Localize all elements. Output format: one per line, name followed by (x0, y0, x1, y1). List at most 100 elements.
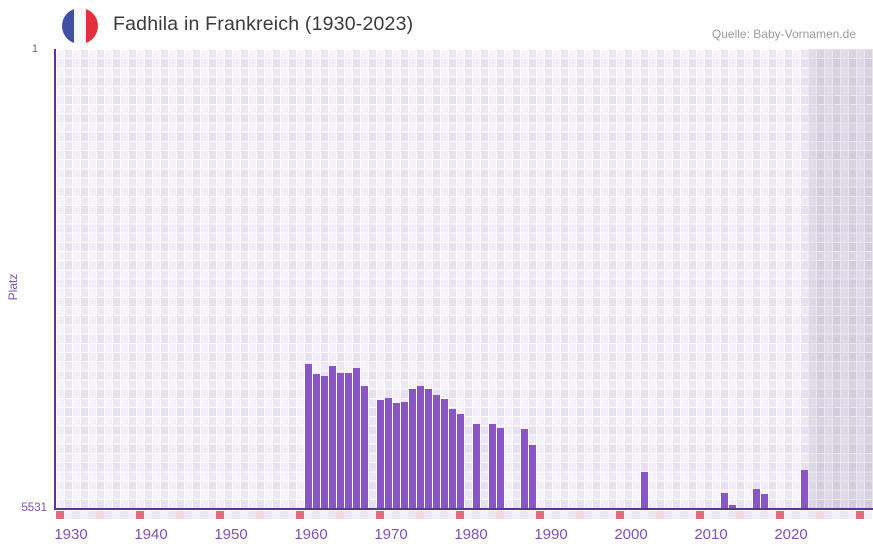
chart-bar[interactable] (761, 493, 768, 508)
chart-bar[interactable] (721, 492, 728, 508)
year-tick (192, 511, 200, 519)
year-tick (456, 511, 464, 519)
year-tick (616, 511, 624, 519)
chart-bar[interactable] (401, 401, 408, 508)
chart-bar[interactable] (329, 365, 336, 508)
year-tick (464, 511, 472, 519)
chart-bar[interactable] (529, 444, 536, 508)
year-tick (520, 511, 528, 519)
year-tick (736, 511, 744, 519)
year-tick (648, 511, 656, 519)
chart-bar[interactable] (417, 385, 424, 508)
chart-bar[interactable] (729, 505, 736, 508)
chart-bar[interactable] (337, 372, 344, 508)
year-tick (824, 511, 832, 519)
year-tick (96, 511, 104, 519)
year-tick (168, 511, 176, 519)
year-tick (176, 511, 184, 519)
chart-bar[interactable] (353, 368, 360, 508)
year-tick (664, 511, 672, 519)
x-axis-tick-row (56, 511, 873, 519)
year-tick (104, 511, 112, 519)
year-tick (160, 511, 168, 519)
year-tick (88, 511, 96, 519)
chart-bar[interactable] (305, 364, 312, 508)
chart-bar[interactable] (441, 399, 448, 508)
year-tick (328, 511, 336, 519)
year-tick (264, 511, 272, 519)
year-tick (624, 511, 632, 519)
year-tick (840, 511, 848, 519)
year-tick (272, 511, 280, 519)
year-tick (600, 511, 608, 519)
year-tick (576, 511, 584, 519)
chart-bar[interactable] (321, 375, 328, 508)
year-tick (320, 511, 328, 519)
chart-bar[interactable] (385, 398, 392, 508)
year-tick (864, 511, 872, 519)
year-tick (64, 511, 72, 519)
year-tick (256, 511, 264, 519)
year-tick (680, 511, 688, 519)
year-tick (784, 511, 792, 519)
year-tick (480, 511, 488, 519)
year-tick (632, 511, 640, 519)
year-tick (640, 511, 648, 519)
year-tick (288, 511, 296, 519)
chart-bar[interactable] (425, 389, 432, 508)
year-tick (200, 511, 208, 519)
year-tick (536, 511, 544, 519)
chart-bar[interactable] (433, 395, 440, 508)
chart-bar[interactable] (801, 469, 808, 508)
year-tick (224, 511, 232, 519)
year-tick (584, 511, 592, 519)
year-tick (496, 511, 504, 519)
year-tick (400, 511, 408, 519)
year-tick (552, 511, 560, 519)
x-axis-label: 1940 (134, 526, 168, 543)
chart-bar[interactable] (521, 429, 528, 508)
year-tick (152, 511, 160, 519)
year-tick (808, 511, 816, 519)
year-tick (800, 511, 808, 519)
chart-bar[interactable] (409, 389, 416, 508)
year-tick (208, 511, 216, 519)
year-tick (776, 511, 784, 519)
year-tick (368, 511, 376, 519)
x-axis-label: 2020 (774, 526, 808, 543)
year-tick (136, 511, 144, 519)
x-axis-label: 1930 (54, 526, 88, 543)
year-tick (568, 511, 576, 519)
year-tick (488, 511, 496, 519)
year-tick (216, 511, 224, 519)
chart-bar[interactable] (497, 428, 504, 508)
year-tick (608, 511, 616, 519)
x-axis-label: 1990 (534, 526, 568, 543)
chart-bar[interactable] (489, 424, 496, 508)
french-flag-icon (62, 8, 98, 44)
chart-bar[interactable] (753, 488, 760, 508)
year-tick (512, 511, 520, 519)
chart-bar[interactable] (345, 372, 352, 508)
year-tick (392, 511, 400, 519)
chart-bar[interactable] (457, 414, 464, 508)
chart-bar[interactable] (641, 472, 648, 508)
x-axis-label: 2000 (614, 526, 648, 543)
chart-bar[interactable] (449, 409, 456, 508)
chart-bar[interactable] (473, 424, 480, 508)
y-axis-top-label: 1 (31, 43, 38, 55)
chart-bar[interactable] (361, 385, 368, 508)
year-tick (336, 511, 344, 519)
year-tick (696, 511, 704, 519)
year-tick (720, 511, 728, 519)
year-tick (304, 511, 312, 519)
year-tick (344, 511, 352, 519)
year-tick (312, 511, 320, 519)
y-axis-line (54, 49, 56, 510)
year-tick (752, 511, 760, 519)
chart-bar[interactable] (393, 402, 400, 508)
chart-bar[interactable] (377, 400, 384, 508)
chart-bar[interactable] (313, 374, 320, 508)
year-tick (592, 511, 600, 519)
